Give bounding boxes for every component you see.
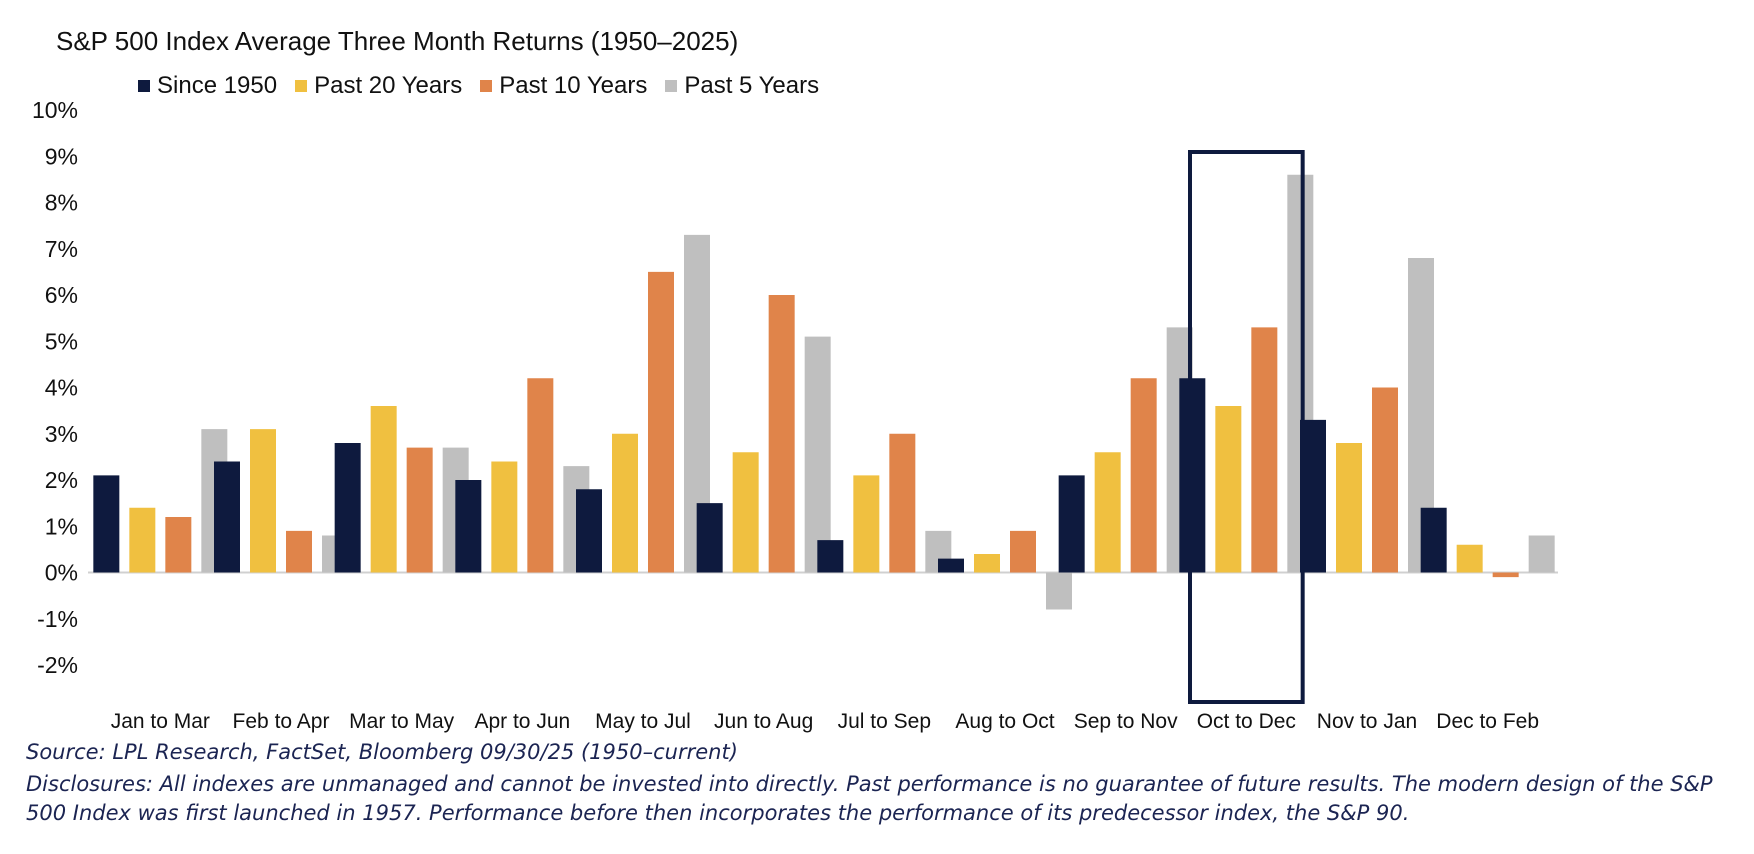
y-tick-label: 5% xyxy=(45,328,78,354)
bar xyxy=(648,271,674,573)
bar xyxy=(1179,378,1206,573)
legend-label: Past 20 Years xyxy=(314,72,463,99)
bar xyxy=(1251,327,1278,573)
bar xyxy=(1046,572,1072,610)
x-tick-label: Jul to Sep xyxy=(838,710,931,733)
y-tick-label: 7% xyxy=(45,236,78,262)
y-tick-label: 6% xyxy=(45,282,78,308)
bar xyxy=(1492,572,1519,578)
legend-label: Past 10 Years xyxy=(499,72,648,99)
bar xyxy=(527,378,554,573)
bar xyxy=(406,447,433,573)
legend-item-past-20-years: Past 20 Years xyxy=(295,72,462,100)
bar xyxy=(1336,443,1362,573)
highlight-box xyxy=(1188,150,1305,704)
bar xyxy=(455,480,482,573)
bar xyxy=(1300,419,1326,573)
x-tick-label: Dec to Feb xyxy=(1436,710,1539,733)
bar xyxy=(1058,475,1085,573)
bar xyxy=(165,517,192,573)
legend-label: Past 5 Years xyxy=(684,72,820,99)
x-tick-label: Nov to Jan xyxy=(1317,710,1417,733)
bar xyxy=(732,452,759,573)
y-tick-label: 0% xyxy=(45,560,78,586)
bar xyxy=(129,507,156,573)
x-tick-label: Mar to May xyxy=(349,710,455,733)
bar xyxy=(1010,530,1036,573)
x-tick-label: Aug to Oct xyxy=(955,710,1054,733)
bar xyxy=(93,475,120,573)
bar xyxy=(286,530,312,573)
x-tick-label: Jun to Aug xyxy=(714,710,813,733)
x-tick-label: Sep to Nov xyxy=(1074,710,1178,733)
legend-item-past-10-years: Past 10 Years xyxy=(480,72,647,100)
bar xyxy=(938,558,964,573)
bar xyxy=(370,406,397,573)
y-tick-label: 1% xyxy=(45,513,78,539)
y-tick-label: 4% xyxy=(45,375,78,401)
x-tick-label: Jan to Mar xyxy=(111,710,210,733)
legend-swatch xyxy=(480,80,493,92)
y-tick-label: 2% xyxy=(45,467,78,493)
bar xyxy=(768,295,795,573)
y-tick-label: 8% xyxy=(45,190,78,216)
bar xyxy=(853,475,880,573)
bar xyxy=(1094,452,1121,573)
bar xyxy=(889,433,916,573)
disclosure-text-line-1: Disclosures: All indexes are unmanaged a… xyxy=(26,772,1713,796)
bar xyxy=(334,443,361,573)
bar xyxy=(696,503,723,573)
bar xyxy=(817,540,844,573)
bar-chart: -2% -1% 0% 1% 2% 3% 4% 5% 6% 7% 8% 9% 10% Jan to Mar F… xyxy=(32,97,1558,733)
bar xyxy=(250,429,276,573)
legend-item-since-1950: Since 1950 xyxy=(138,72,277,100)
x-tick-label: Oct to Dec xyxy=(1197,710,1296,733)
bar xyxy=(1420,507,1447,573)
bar xyxy=(214,461,240,573)
bar xyxy=(974,554,1000,573)
bar xyxy=(612,433,638,573)
bar xyxy=(576,489,602,573)
x-tick-label: Apr to Jun xyxy=(474,710,570,733)
y-tick-label: -2% xyxy=(37,652,78,678)
bar xyxy=(1372,387,1398,573)
chart-legend: Since 1950 Past 20 Years Past 10 Years P… xyxy=(138,72,819,100)
y-tick-label: -1% xyxy=(37,606,78,632)
x-tick-label: Feb to Apr xyxy=(233,710,330,733)
legend-swatch xyxy=(138,80,150,92)
bar xyxy=(1456,544,1483,573)
y-tick-label: 10% xyxy=(32,97,78,123)
bar xyxy=(804,336,831,573)
bar xyxy=(1130,378,1157,573)
legend-swatch xyxy=(295,80,308,92)
source-note: Source: LPL Research, FactSet, Bloomberg… xyxy=(26,740,738,764)
legend-label: Since 1950 xyxy=(157,72,278,99)
y-tick-label: 3% xyxy=(45,421,78,447)
legend-swatch xyxy=(665,80,678,92)
bar xyxy=(1528,535,1555,573)
bar xyxy=(1215,406,1242,573)
chart-title: S&P 500 Index Average Three Month Return… xyxy=(56,26,739,56)
disclosure-text-line-2: 500 Index was first launched in 1957. Pe… xyxy=(26,801,1410,825)
y-tick-label: 9% xyxy=(45,143,78,169)
legend-item-past-5-years: Past 5 Years xyxy=(665,72,819,100)
x-tick-label: May to Jul xyxy=(595,710,691,733)
bar xyxy=(491,461,518,573)
